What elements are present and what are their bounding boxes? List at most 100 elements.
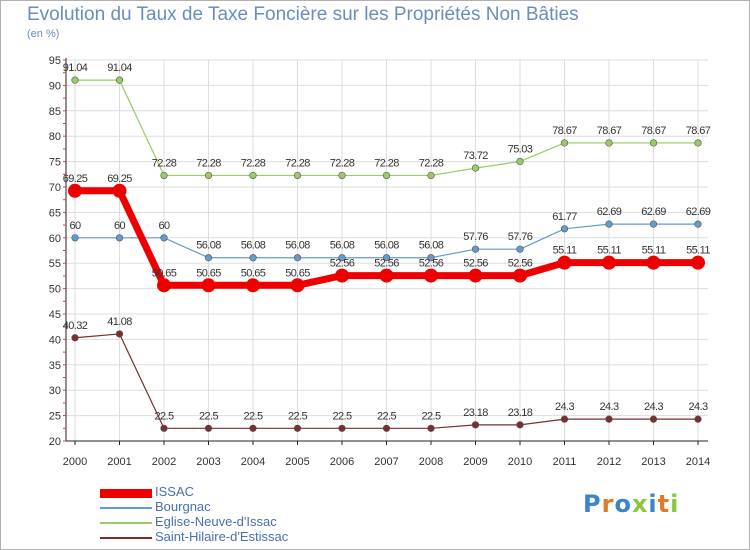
data-label: 22.5 xyxy=(377,410,396,422)
data-point xyxy=(646,255,661,270)
data-label: 56.08 xyxy=(241,240,266,252)
data-label: 56.08 xyxy=(330,240,355,252)
data-point xyxy=(249,424,257,432)
legend-swatch xyxy=(100,522,152,524)
x-tick-label: 2012 xyxy=(597,456,621,468)
data-point xyxy=(560,225,569,233)
data-point xyxy=(691,255,705,270)
data-label: 91.04 xyxy=(63,62,88,74)
data-label: 78.67 xyxy=(552,125,577,137)
data-label: 50.65 xyxy=(285,267,310,279)
data-point xyxy=(605,415,613,423)
data-label: 52.56 xyxy=(330,258,355,270)
data-point xyxy=(115,330,124,338)
data-label: 22.5 xyxy=(332,410,351,422)
data-point xyxy=(338,424,346,432)
data-label: 60 xyxy=(114,220,126,232)
data-point xyxy=(471,245,480,253)
y-tick-label: 70 xyxy=(49,182,61,194)
data-point xyxy=(379,268,394,283)
logo-letter: x xyxy=(631,490,649,518)
legend-item: Bourgnac xyxy=(100,499,400,516)
data-point xyxy=(160,171,168,180)
data-point xyxy=(471,421,480,429)
data-point xyxy=(204,171,213,180)
data-label: 78.67 xyxy=(597,125,622,137)
data-label: 52.56 xyxy=(419,258,444,270)
logo-letter: i xyxy=(670,490,680,518)
y-tick-label: 45 xyxy=(49,309,61,321)
data-point xyxy=(249,171,257,180)
data-point xyxy=(293,254,302,262)
data-label: 78.67 xyxy=(686,125,711,137)
data-point xyxy=(605,220,613,228)
legend-label: Eglise-Neuve-d'Issac xyxy=(155,514,277,529)
data-label: 91.04 xyxy=(107,62,132,74)
chart-title: Evolution du Taux de Taxe Foncière sur l… xyxy=(27,4,579,25)
y-tick-label: 25 xyxy=(49,411,61,423)
data-label: 60 xyxy=(69,220,81,232)
data-label: 72.28 xyxy=(196,157,221,169)
data-point xyxy=(382,424,391,432)
data-point xyxy=(560,139,569,147)
data-label: 61.77 xyxy=(552,211,577,223)
data-point xyxy=(249,254,257,262)
y-tick-label: 75 xyxy=(49,157,61,169)
data-point xyxy=(602,255,616,270)
data-point xyxy=(649,415,658,423)
data-label: 22.5 xyxy=(199,410,218,422)
x-tick-label: 2014 xyxy=(686,456,710,468)
data-label: 41.08 xyxy=(107,316,132,328)
data-point xyxy=(694,220,702,228)
data-point xyxy=(560,415,569,423)
data-label: 55.11 xyxy=(642,245,666,257)
logo-letter: i xyxy=(648,490,658,518)
data-point xyxy=(382,254,391,262)
data-point xyxy=(471,164,480,172)
logo-letter: o xyxy=(614,490,632,518)
data-label: 72.28 xyxy=(241,157,266,169)
y-tick-label: 30 xyxy=(49,385,61,397)
x-tick-label: 2011 xyxy=(553,456,577,468)
data-label: 24.3 xyxy=(644,401,663,413)
x-tick-label: 2004 xyxy=(241,456,265,468)
data-label: 56.08 xyxy=(196,240,221,252)
data-point xyxy=(694,139,702,147)
data-point xyxy=(68,183,82,198)
data-label: 72.28 xyxy=(419,157,444,169)
data-label: 52.56 xyxy=(508,258,533,270)
data-point xyxy=(516,245,524,253)
x-tick-label: 2001 xyxy=(107,456,131,468)
legend-item: ISSAC xyxy=(100,484,400,501)
data-point xyxy=(71,334,79,342)
logo-letter: t xyxy=(657,490,671,518)
data-label: 50.65 xyxy=(152,267,177,279)
data-point xyxy=(427,424,435,432)
data-point xyxy=(516,157,524,166)
legend-swatch xyxy=(100,537,152,539)
data-point xyxy=(338,254,346,262)
data-label: 50.65 xyxy=(196,267,221,279)
data-point xyxy=(160,424,168,432)
data-label: 69.25 xyxy=(107,173,132,185)
y-tick-label: 60 xyxy=(49,233,61,245)
data-point xyxy=(115,76,124,84)
data-label: 22.5 xyxy=(288,410,307,422)
data-label: 52.56 xyxy=(463,258,488,270)
data-label: 23.18 xyxy=(508,407,533,419)
y-tick-label: 55 xyxy=(49,258,61,270)
data-label: 40.32 xyxy=(63,320,88,332)
data-point xyxy=(694,415,702,423)
legend-label: ISSAC xyxy=(155,484,195,499)
data-label: 62.69 xyxy=(686,206,711,218)
legend-item: Saint-Hilaire-d'Estissac xyxy=(100,529,400,546)
x-tick-label: 2009 xyxy=(463,456,487,468)
data-point xyxy=(160,234,168,242)
data-label: 55.11 xyxy=(597,245,621,257)
legend-label: Bourgnac xyxy=(155,499,211,514)
data-point xyxy=(427,254,435,262)
data-label: 72.28 xyxy=(285,157,310,169)
x-tick-label: 2007 xyxy=(374,456,398,468)
y-tick-label: 40 xyxy=(49,334,61,346)
